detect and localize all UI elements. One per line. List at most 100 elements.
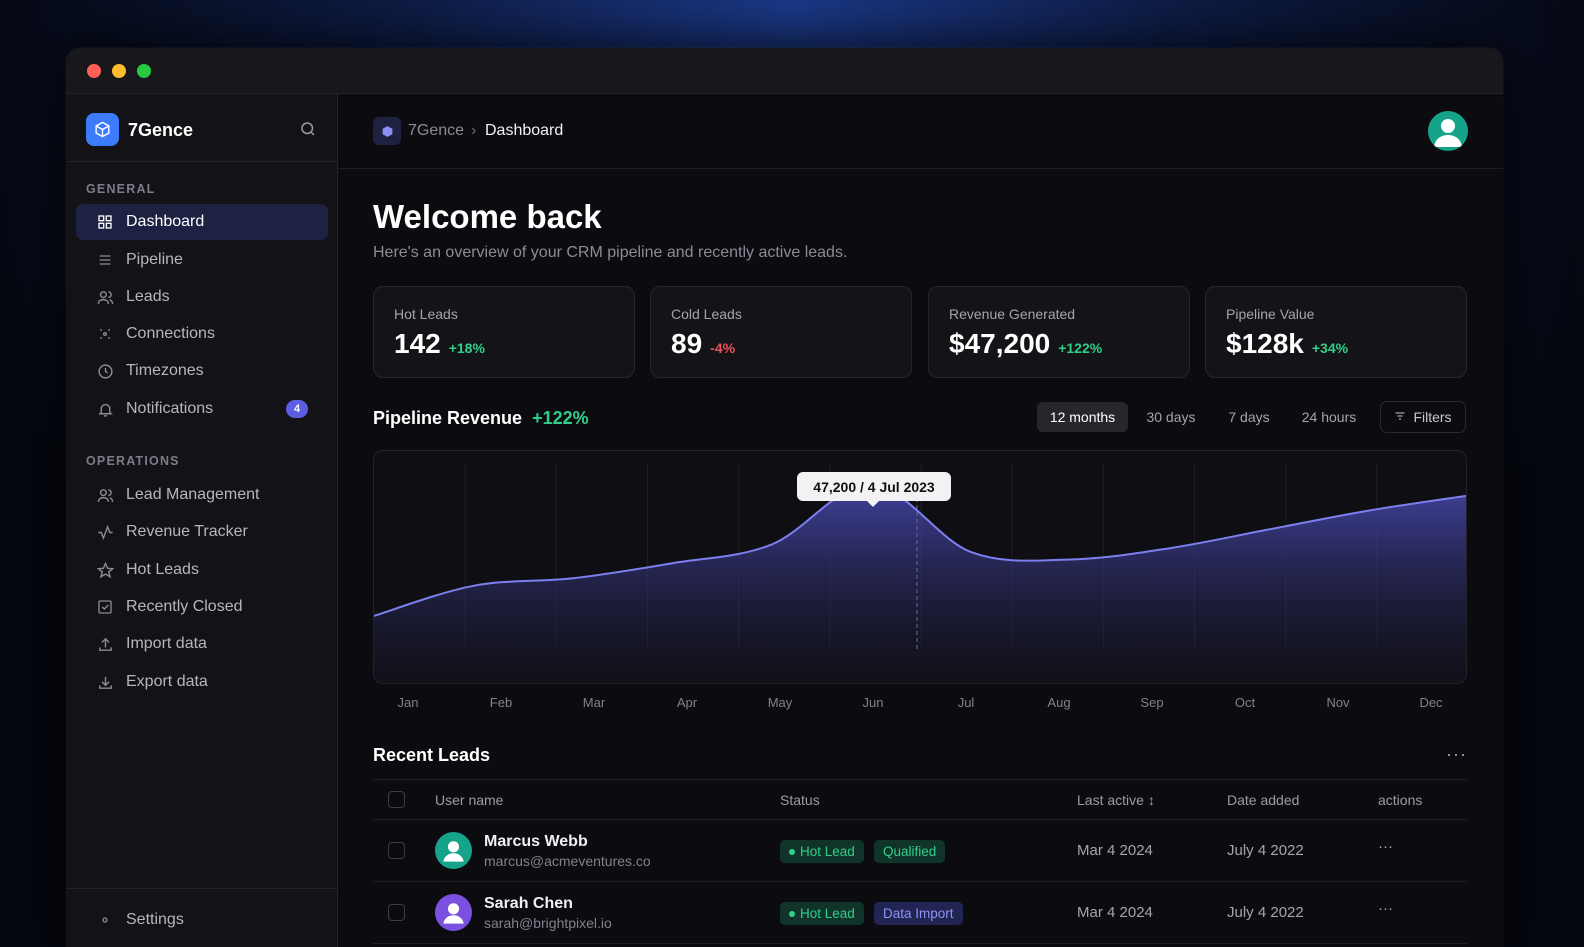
minimize-window-button[interactable]	[112, 64, 126, 78]
sidebar-item-hot-leads[interactable]: Hot Leads	[76, 552, 328, 588]
bell-icon	[96, 400, 114, 418]
status-badge: Hot Lead	[780, 840, 864, 863]
stat-label: Revenue Generated	[949, 306, 1076, 322]
column-header-user-name: User name	[435, 792, 504, 808]
lead-email: marcus@acmeventures.co	[484, 853, 651, 869]
upload-icon	[96, 635, 114, 653]
chart-point-jul[interactable]	[969, 550, 973, 554]
stat-label: Hot Leads	[394, 306, 458, 322]
recent-leads-more-button[interactable]: ···	[1446, 744, 1467, 764]
x-axis-label: Dec	[1419, 695, 1443, 710]
range-24-hours-button[interactable]: 24 hours	[1301, 409, 1357, 425]
avatar	[435, 894, 472, 931]
sidebar-item-label: Settings	[126, 911, 184, 928]
check-square-icon	[96, 598, 114, 616]
recent-leads-table: User name Status Last active ↕ Date adde…	[373, 779, 1467, 944]
users-icon	[96, 486, 114, 504]
sidebar-item-leads[interactable]: Leads	[76, 279, 328, 315]
sidebar-item-timezones[interactable]: Timezones	[76, 353, 328, 389]
list-icon	[96, 251, 114, 269]
clock-icon	[96, 362, 114, 380]
sidebar-item-import-data[interactable]: Import data	[76, 626, 328, 662]
zoom-window-button[interactable]	[137, 64, 151, 78]
pipeline-revenue-title: Pipeline Revenue +122%	[373, 408, 589, 429]
pipeline-title-text: Pipeline Revenue	[373, 408, 523, 428]
stat-card-hot-leads: Hot Leads 142 +18%	[373, 286, 635, 378]
x-axis-label: Feb	[489, 695, 513, 710]
sidebar-item-recently-closed[interactable]: Recently Closed	[76, 589, 328, 625]
sidebar-item-export-data[interactable]: Export data	[76, 664, 328, 700]
main-content: 7Gence › Dashboard Welcome back Here's a…	[338, 94, 1503, 947]
sidebar-item-label: Recently Closed	[126, 598, 243, 615]
page-title: Welcome back	[373, 198, 602, 235]
stat-value: 89	[671, 328, 703, 359]
chart-point-aug[interactable]	[1068, 557, 1072, 561]
notification-count-badge: 4	[286, 400, 308, 418]
filters-button[interactable]: Filters	[1380, 401, 1466, 433]
range-7-days-button[interactable]: 7 days	[1228, 409, 1270, 425]
brand-header: 7Gence	[66, 94, 337, 162]
chart-point-mar[interactable]	[571, 576, 575, 580]
user-avatar[interactable]	[1428, 111, 1468, 151]
sidebar-item-label: Notifications	[126, 400, 214, 417]
page-subtitle: Here's an overview of your CRM pipeline …	[373, 244, 848, 261]
chart-point-feb[interactable]	[471, 584, 475, 588]
row-checkbox[interactable]	[388, 904, 405, 921]
top-bar: 7Gence › Dashboard	[338, 94, 1503, 169]
x-axis-label: Jun	[862, 695, 884, 710]
qualified-badge: Qualified	[874, 840, 946, 863]
table-row[interactable]: Marcus Webb marcus@acmeventures.co Hot L…	[373, 820, 1467, 882]
row-checkbox[interactable]	[388, 842, 405, 859]
chart-point-apr[interactable]	[670, 561, 674, 565]
brand-logo-icon[interactable]	[86, 113, 119, 146]
sidebar-item-settings[interactable]: Settings	[76, 902, 328, 938]
sidebar-item-label: Revenue Tracker	[126, 523, 248, 540]
last-active: Mar 4 2024	[1077, 904, 1153, 921]
stat-card-revenue-generated: Revenue Generated $47,200 +122%	[928, 286, 1190, 378]
sidebar-item-dashboard[interactable]: Dashboard	[76, 204, 328, 240]
column-header-date-added: Date added	[1227, 792, 1300, 808]
general-section-label: GENERAL	[86, 182, 156, 196]
sidebar-item-label: Import data	[126, 635, 207, 652]
stat-label: Cold Leads	[671, 306, 742, 322]
sidebar: 7Gence GENERAL Dashboard Pipeline Leads …	[66, 94, 338, 947]
search-icon[interactable]	[299, 120, 317, 143]
range-12-months-button[interactable]: 12 months	[1037, 402, 1128, 432]
sidebar-item-lead-management[interactable]: Lead Management	[76, 477, 328, 513]
date-added: July 4 2022	[1227, 842, 1304, 859]
select-all-checkbox[interactable]	[388, 791, 405, 808]
row-actions-button[interactable]: ···	[1378, 838, 1393, 855]
last-active: Mar 4 2024	[1077, 842, 1153, 859]
x-axis-label: Aug	[1047, 695, 1071, 710]
close-window-button[interactable]	[87, 64, 101, 78]
operations-section-label: OPERATIONS	[86, 454, 180, 468]
table-header: User name Status Last active ↕ Date adde…	[373, 779, 1467, 820]
sidebar-item-notifications[interactable]: Notifications 4	[76, 391, 328, 427]
stat-value: $128k	[1226, 328, 1304, 359]
stat-value: $47,200	[949, 328, 1051, 359]
column-header-actions: actions	[1378, 792, 1423, 808]
chart-point-dec[interactable]	[1466, 494, 1467, 498]
filter-icon	[1394, 409, 1406, 425]
sidebar-item-connections[interactable]: Connections	[76, 316, 328, 352]
column-header-last-active[interactable]: Last active ↕	[1077, 792, 1155, 808]
chart-point-may[interactable]	[770, 542, 774, 546]
stat-change: +34%	[1311, 340, 1349, 356]
brand-name: 7Gence	[128, 120, 194, 140]
sidebar-item-label: Leads	[126, 288, 170, 305]
chart-point-nov[interactable]	[1367, 509, 1371, 513]
chart-line	[374, 483, 1466, 617]
gear-icon	[96, 911, 114, 929]
chart-tooltip: 47,200 / 4 Jul 2023	[797, 472, 951, 507]
sidebar-item-pipeline[interactable]: Pipeline	[76, 242, 328, 278]
stat-change: +18%	[448, 340, 485, 356]
sidebar-item-revenue-tracker[interactable]: Revenue Tracker	[76, 514, 328, 550]
chart-point-oct[interactable]	[1267, 527, 1271, 531]
table-row[interactable]: Sarah Chen sarah@brightpixel.io Hot Lead…	[373, 882, 1467, 944]
range-30-days-button[interactable]: 30 days	[1146, 409, 1196, 425]
row-actions-button[interactable]: ···	[1378, 900, 1393, 917]
sidebar-item-label: Connections	[126, 325, 215, 342]
breadcrumb-root[interactable]: 7Gence	[408, 122, 465, 139]
chart-point-sep[interactable]	[1168, 546, 1172, 550]
chart-svg	[374, 463, 1467, 683]
